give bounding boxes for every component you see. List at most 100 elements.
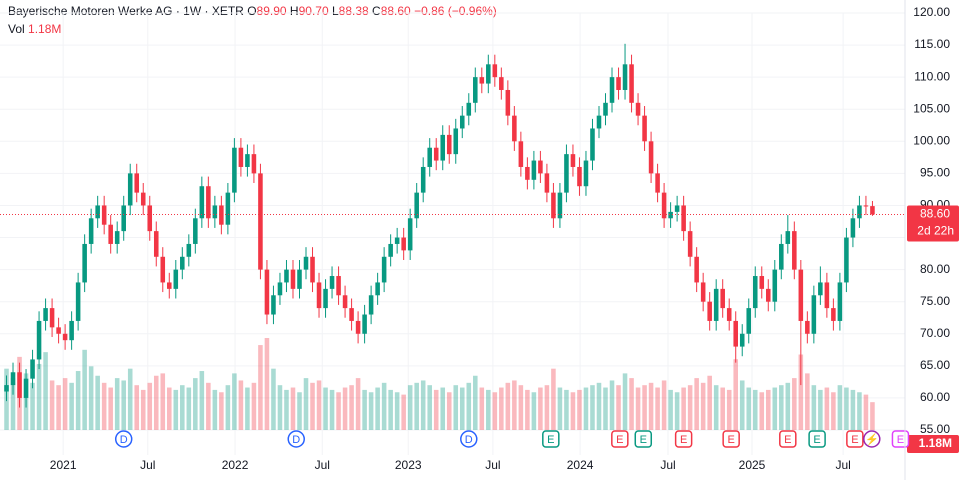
volume-bar — [512, 380, 517, 430]
candle-body — [792, 231, 797, 270]
candle-body — [225, 192, 231, 225]
candle-body — [525, 166, 530, 180]
volume-bar — [844, 387, 849, 430]
candle-body — [284, 269, 289, 283]
candle-body — [844, 237, 849, 283]
volume-bar — [310, 382, 315, 430]
candle-body — [551, 192, 556, 219]
candle-body — [349, 308, 354, 321]
volume-bar — [232, 373, 237, 430]
volume-bar — [316, 380, 322, 430]
candle-body — [870, 206, 875, 215]
volume-bar — [473, 375, 478, 430]
candle-body — [785, 231, 791, 244]
volume-bar — [733, 359, 738, 430]
candle-body — [837, 282, 843, 321]
volume-bar — [49, 380, 55, 430]
volume-label: Vol — [8, 22, 25, 36]
volume-bar — [88, 366, 94, 430]
candle-body — [258, 173, 263, 270]
volume-bar — [459, 387, 465, 430]
volume-bar — [427, 385, 432, 430]
volume-bar — [199, 371, 205, 430]
volume-bar — [127, 368, 133, 430]
x-tick-label: Jul — [835, 458, 850, 472]
candle-body — [479, 77, 485, 84]
volume-bar — [160, 373, 166, 430]
volume-bar — [687, 385, 693, 430]
ohlc-label: C — [372, 4, 381, 18]
candle-body — [694, 256, 699, 283]
event-marker — [846, 430, 864, 448]
candle-body — [114, 231, 120, 244]
volume-bar — [616, 385, 621, 430]
volume-bar — [668, 389, 673, 430]
y-tick-label: 60.00 — [920, 390, 950, 404]
volume-bar — [700, 382, 706, 430]
x-tick-label: Jul — [315, 458, 330, 472]
candle-body — [726, 308, 732, 321]
volume-bar — [167, 387, 172, 430]
volume-bar — [173, 389, 179, 430]
candle-body — [329, 276, 335, 289]
ohlc-value: 88.38 — [339, 4, 369, 18]
ohlc-label: O — [247, 4, 256, 18]
candle-body — [609, 77, 615, 103]
volume-bar — [531, 392, 537, 430]
candle-body — [739, 333, 745, 347]
volume-bar — [713, 385, 719, 430]
candle-body — [811, 295, 817, 334]
candle-body — [635, 102, 641, 116]
candle-body — [180, 256, 185, 270]
volume-bar — [544, 385, 550, 430]
volume-bar — [394, 392, 400, 430]
candle-body — [433, 147, 439, 161]
volume-bar — [453, 385, 459, 430]
candle-body — [733, 320, 738, 347]
volume-bar — [323, 387, 328, 430]
volume-bar — [603, 387, 608, 430]
volume-bar — [342, 387, 348, 430]
candle-body — [62, 333, 68, 341]
y-tick-label: 80.00 — [920, 262, 950, 276]
volume-bar — [466, 382, 472, 430]
volume-bar — [557, 387, 563, 430]
candle-body — [277, 282, 283, 296]
candle-body — [590, 128, 595, 161]
candle-body — [466, 102, 472, 116]
event-label: E — [680, 434, 687, 446]
candle-body — [577, 166, 582, 187]
candle-body — [583, 160, 589, 187]
candle-body — [297, 269, 302, 289]
volume-box-label: 1.18M — [919, 436, 952, 450]
volume-bar — [538, 387, 543, 430]
candle-body — [857, 205, 862, 219]
volume-bar — [290, 387, 296, 430]
volume-bar — [36, 363, 42, 430]
volume-bar — [69, 382, 74, 430]
candle-body — [153, 231, 159, 257]
candle-body — [655, 173, 660, 193]
candle-body — [323, 288, 328, 309]
event-marker — [891, 430, 910, 448]
candle-body — [661, 192, 667, 219]
candle-body — [121, 205, 126, 232]
ohlc-value: 89.90 — [257, 4, 287, 18]
ohlc-label: L — [332, 4, 339, 18]
volume-bar — [355, 378, 361, 430]
volume-bar — [837, 385, 843, 430]
volume-bar — [596, 382, 602, 430]
candle-body — [394, 237, 400, 244]
volume-bar — [518, 385, 524, 430]
candle-body — [499, 77, 504, 90]
candle-body — [17, 372, 22, 398]
candle-body — [127, 173, 133, 206]
volume-bar — [95, 375, 100, 430]
volume-bar — [206, 382, 211, 430]
volume-bar — [193, 378, 198, 430]
candle-body — [82, 243, 87, 283]
ohlc-value: 90.70 — [299, 4, 329, 18]
event-marker — [460, 430, 478, 448]
x-tick-label: Jul — [140, 458, 155, 472]
